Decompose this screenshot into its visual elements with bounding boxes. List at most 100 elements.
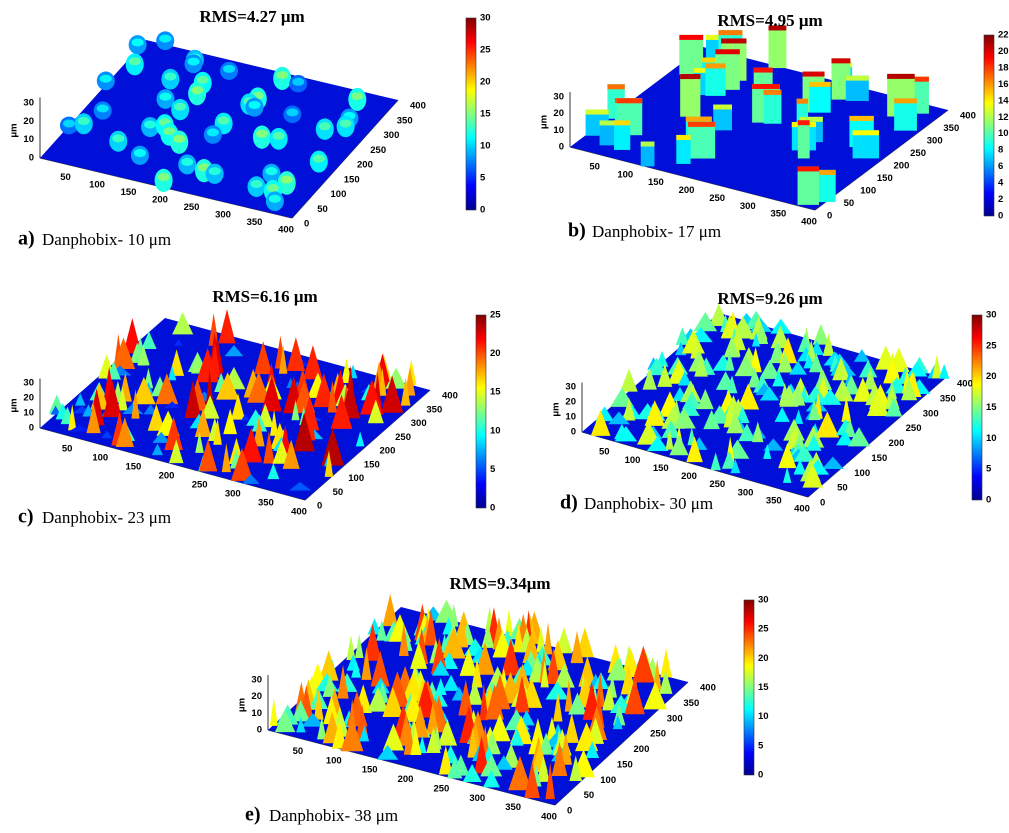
y-tick-label: 150 — [617, 759, 633, 770]
surface-bump — [351, 92, 363, 100]
colorbar-tick-label: 6 — [998, 161, 1003, 172]
surface-block — [686, 117, 712, 122]
z-tick-label: 30 — [23, 378, 34, 389]
x-tick-label: 200 — [681, 471, 697, 482]
colorbar-tick-label: 30 — [480, 13, 491, 24]
x-tick-label: 150 — [125, 462, 141, 473]
z-tick-label: 20 — [565, 397, 576, 408]
panel-caption: Danphobix- 17 μm — [592, 222, 721, 241]
x-tick-label: 200 — [159, 471, 175, 482]
y-tick-label: 200 — [889, 438, 905, 449]
surface-block — [798, 166, 819, 204]
y-tick-label: 350 — [940, 393, 956, 404]
x-tick-label: 300 — [225, 489, 241, 500]
colorbar-tick-label: 0 — [490, 503, 495, 514]
colorbar — [972, 315, 982, 500]
z-tick-label: 20 — [23, 393, 34, 404]
colorbar-tick-label: 10 — [758, 711, 769, 722]
surface-block — [688, 122, 715, 159]
colorbar-tick-label: 10 — [998, 128, 1009, 139]
x-tick-label: 50 — [60, 172, 71, 183]
surface-bump — [276, 71, 288, 79]
colorbar-tick-label: 10 — [986, 433, 997, 444]
y-tick-label: 400 — [410, 101, 426, 112]
surface-block — [721, 38, 746, 43]
surface-bump — [100, 75, 112, 83]
colorbar-tick-label: 14 — [998, 95, 1009, 106]
z-axis-label: μm — [9, 123, 20, 137]
colorbar-tick-label: 5 — [986, 464, 992, 475]
panel-caption: Danphobix- 30 μm — [584, 494, 713, 513]
surface-bump — [265, 167, 277, 175]
surface-bump — [248, 101, 260, 109]
surface-spike — [620, 369, 637, 392]
surface-spike — [218, 309, 235, 343]
y-tick-label: 350 — [943, 123, 959, 134]
y-tick-label: 350 — [426, 404, 442, 415]
surface-bump — [173, 135, 185, 143]
figure: 0102030μm5010015020025030035040005010015… — [0, 0, 1009, 833]
y-tick-label: 150 — [877, 173, 893, 184]
y-tick-label: 0 — [304, 219, 309, 230]
x-tick-label: 100 — [326, 755, 342, 766]
y-tick-label: 100 — [860, 186, 876, 197]
y-tick-label: 150 — [871, 453, 887, 464]
z-tick-label: 10 — [553, 125, 564, 136]
y-tick-label: 50 — [317, 204, 328, 215]
surface-bump — [191, 86, 203, 94]
x-tick-label: 250 — [709, 479, 725, 490]
z-tick-label: 20 — [553, 108, 564, 119]
panel: 0102030μm5010015020025030035040005010015… — [551, 289, 998, 515]
z-tick-label: 30 — [553, 92, 564, 103]
colorbar-tick-label: 15 — [758, 682, 769, 693]
surface-block — [752, 84, 780, 89]
y-tick-label: 150 — [364, 459, 380, 470]
colorbar-tick-label: 5 — [480, 173, 486, 184]
surface-bump — [273, 132, 285, 140]
x-tick-label: 150 — [362, 765, 378, 776]
x-tick-label: 150 — [653, 463, 669, 474]
colorbar-tick-label: 15 — [986, 402, 997, 413]
surface-spike — [270, 698, 278, 726]
y-tick-label: 400 — [700, 683, 716, 694]
surface-spike — [504, 609, 513, 636]
surface-block — [715, 49, 739, 54]
y-tick-label: 50 — [837, 483, 848, 494]
y-tick-label: 300 — [927, 136, 943, 147]
colorbar — [984, 35, 994, 216]
y-tick-label: 250 — [650, 729, 666, 740]
z-tick-label: 0 — [559, 142, 564, 153]
panel-title: RMS=9.26 μm — [717, 289, 822, 308]
surface-block — [849, 116, 873, 121]
surface-block — [809, 82, 830, 87]
x-tick-label: 400 — [291, 507, 307, 518]
surface-block — [705, 63, 725, 68]
surface-block — [798, 166, 819, 171]
surface-bump — [144, 120, 156, 128]
colorbar — [466, 18, 476, 210]
surface-block — [614, 120, 630, 125]
y-tick-label: 100 — [331, 189, 347, 200]
surface-bump — [286, 108, 298, 116]
z-tick-label: 30 — [23, 98, 34, 109]
surface-bump — [181, 158, 193, 166]
colorbar-tick-label: 25 — [480, 45, 491, 56]
z-tick-label: 30 — [251, 675, 262, 686]
y-tick-label: 400 — [960, 111, 976, 122]
panel-caption: Danphobix- 10 μm — [42, 230, 171, 249]
surface-block — [764, 90, 782, 95]
x-tick-label: 200 — [398, 774, 414, 785]
z-axis-label: μm — [9, 398, 20, 412]
colorbar-tick-label: 0 — [986, 495, 991, 506]
surface-spike — [544, 622, 553, 654]
surface-block — [586, 110, 609, 115]
y-tick-label: 400 — [957, 379, 973, 390]
y-tick-label: 100 — [600, 775, 616, 786]
y-tick-label: 0 — [567, 806, 572, 817]
colorbar-tick-label: 5 — [490, 464, 496, 475]
y-tick-label: 100 — [854, 468, 870, 479]
surface-block — [769, 25, 787, 68]
colorbar-tick-label: 20 — [480, 77, 491, 88]
surface-block — [853, 130, 879, 135]
y-tick-label: 0 — [827, 211, 832, 222]
